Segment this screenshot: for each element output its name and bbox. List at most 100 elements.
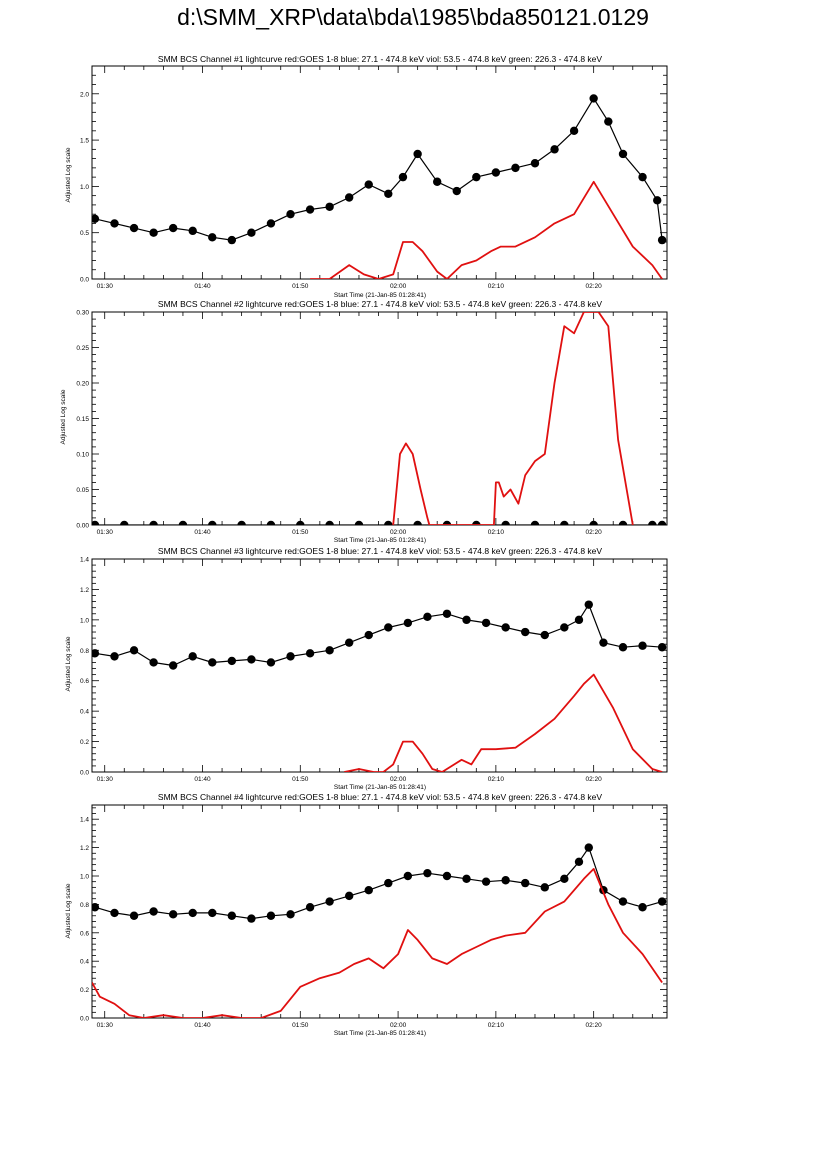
panel-2-ytick-label: 0.05	[76, 487, 89, 494]
panel-3-xtick-label: 02:00	[390, 776, 407, 783]
panel-1-data-point	[208, 233, 217, 242]
panel-2-xtick-label: 02:10	[488, 529, 505, 536]
panel-4-plot: 01:30 01:40 01:50 02:00 02:10 02:20 0.0 0.2 0.4 0…	[80, 804, 668, 1029]
panel-2-series-goes	[392, 312, 634, 525]
panel-3-xlabel: Start Time (21-Jan-85 01:28:41)	[334, 784, 426, 791]
panel-2-data-point	[442, 520, 452, 525]
panel-1-data-point	[604, 117, 613, 126]
panel-1-data-point	[511, 163, 520, 173]
panel-3-data-point	[521, 627, 530, 637]
panel-4-xtick-label: 02:10	[488, 1022, 505, 1029]
panel-3-ytick-label: 0.8	[80, 648, 89, 655]
panel-3-data-point	[266, 658, 276, 667]
panel-4-data-point	[657, 897, 667, 906]
panel-3-data-point	[149, 658, 158, 667]
panel-3: SMM BCS Channel #3 lightcurve red:GOES 1…	[65, 546, 602, 791]
panel-1-data-point	[452, 186, 461, 196]
panel-3-data-point	[599, 638, 608, 647]
panel-1-xtick-label: 01:50	[292, 283, 309, 290]
panel-4-data-point	[364, 886, 373, 895]
panel-2-ytick-label: 0.00	[76, 523, 89, 530]
panel-1-plot: 01:30 01:40 01:50 02:00 02:10 02:20 0.0 0.5 1.0 1…	[80, 65, 668, 290]
panel-4-xlabel: Start Time (21-Jan-85 01:28:41)	[334, 1030, 426, 1037]
panel-1-xtick-label: 02:20	[586, 283, 603, 290]
panel-2-data-point	[178, 520, 188, 525]
panel-2-data-point	[472, 520, 481, 525]
panel-4-data-point	[481, 877, 491, 886]
panel-4-data-point	[584, 843, 593, 852]
panel-3-ytick-label: 1.2	[80, 587, 89, 594]
panel-3-data-point	[481, 618, 491, 628]
panel-2-ytick-label: 0.15	[76, 416, 89, 423]
panel-3-data-point	[540, 630, 549, 640]
panel-4-ytick-label: 0.4	[80, 959, 89, 966]
panel-1-ytick-label: 2.0	[80, 91, 89, 98]
panel-4-data-point	[208, 908, 217, 918]
panel-4-data-point	[168, 910, 178, 919]
panel-1-data-point	[384, 189, 393, 198]
panel-2-data-point	[296, 520, 305, 525]
panel-1-data-point	[129, 223, 139, 233]
panel-3-xtick-label: 01:40	[194, 776, 211, 783]
panel-1-xtick-label: 01:40	[194, 283, 211, 290]
panel-1-ylabel: Adjusted Log scale	[65, 147, 72, 202]
panel-1-bcs-line	[94, 97, 663, 241]
panel-2-title: SMM BCS Channel #2 lightcurve red:GOES 1…	[158, 299, 602, 309]
panel-4-data-point	[638, 903, 647, 912]
panel-4-ytick-label: 1.4	[80, 817, 89, 824]
panel-1-data-point	[638, 172, 647, 182]
panel-3-data-point	[462, 615, 471, 625]
panel-4-series-goes	[92, 868, 663, 1018]
panel-2-xtick-label: 01:50	[292, 529, 309, 536]
panel-4-xtick-label: 02:00	[390, 1022, 407, 1029]
panel-2-xtick-label: 01:40	[194, 529, 211, 536]
panel-3-ytick-label: 0.6	[80, 678, 89, 685]
panel-1-data-point	[472, 172, 481, 182]
panel-3-data-point	[208, 658, 217, 667]
panel-3-plot: 01:30 01:40 01:50 02:00 02:10 02:20 0.0 0.2 0.4 0…	[80, 557, 668, 783]
panel-4-data-point	[266, 911, 276, 920]
panel-4-xtick-label: 01:40	[194, 1022, 211, 1029]
panel-4-ytick-label: 0.0	[80, 1016, 89, 1023]
panel-4-data-point	[247, 914, 256, 923]
panel-3-data-point	[560, 623, 569, 632]
panel-2-ytick-label: 0.20	[76, 381, 89, 388]
panel-3-xtick-label: 02:20	[586, 776, 603, 783]
panel-1-frame	[91, 65, 668, 280]
panel-4-xtick-label: 01:30	[97, 1022, 114, 1029]
panel-4-data-point	[442, 871, 452, 881]
panel-3-data-point	[638, 641, 647, 650]
panel-2-data-point	[560, 520, 569, 525]
panel-1-data-point	[92, 214, 100, 224]
panel-1-goes-line	[310, 180, 663, 279]
panel-1-ytick-label: 1.5	[80, 138, 89, 145]
panel-2-data-point	[501, 520, 510, 525]
panel-4-data-point	[462, 874, 471, 884]
panel-4-ytick-label: 1.0	[80, 874, 89, 881]
panel-1-title: SMM BCS Channel #1 lightcurve red:GOES 1…	[158, 54, 602, 64]
panel-4-goes-line	[92, 868, 663, 1018]
panel-2-data-point	[120, 520, 129, 525]
panel-4-data-point	[423, 868, 432, 878]
panel-3-data-point	[403, 618, 413, 628]
panel-4-data-point	[188, 908, 197, 918]
panel-4-ytick-label: 0.8	[80, 902, 89, 909]
panel-1-ytick-label: 0.5	[80, 230, 89, 237]
panel-1-ytick-label: 1.0	[80, 184, 89, 191]
panel-2-data-point	[648, 520, 657, 525]
panel-3-frame	[91, 558, 668, 773]
panel-2-data-point	[530, 520, 540, 525]
panel-3-data-point	[384, 623, 393, 632]
panel-3-data-point	[305, 649, 315, 658]
panel-3-data-point	[92, 649, 100, 658]
panel-2-data-point	[92, 520, 100, 525]
panel-3-data-point	[442, 609, 452, 618]
panel-4-data-point	[110, 908, 119, 918]
panel-1-data-point	[247, 228, 256, 237]
panel-2-xtick-label: 02:20	[586, 529, 603, 536]
panel-4-ylabel: Adjusted Log scale	[65, 883, 72, 938]
panel-1: SMM BCS Channel #1 lightcurve red:GOES 1…	[65, 54, 602, 299]
panel-1-data-point	[227, 235, 237, 245]
panel-3-data-point	[501, 623, 510, 632]
panel-4-data-point	[384, 878, 393, 888]
